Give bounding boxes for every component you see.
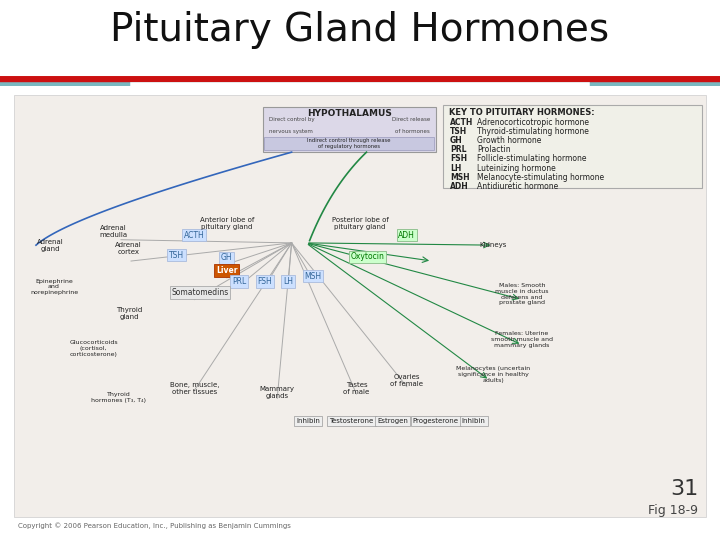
Text: Inhibin: Inhibin: [462, 418, 486, 424]
Text: PRL: PRL: [450, 145, 467, 154]
Text: KEY TO PITUITARY HORMONES:: KEY TO PITUITARY HORMONES:: [449, 108, 594, 117]
Text: Thyroid
gland: Thyroid gland: [117, 307, 143, 320]
Text: Inhibin: Inhibin: [296, 418, 320, 424]
FancyBboxPatch shape: [263, 107, 436, 152]
Text: nervous system: nervous system: [269, 129, 312, 133]
Text: Melanocyte-stimulating hormone: Melanocyte-stimulating hormone: [477, 173, 605, 181]
Text: Epinephrine
and
norepinephrine: Epinephrine and norepinephrine: [30, 279, 78, 295]
Text: Ovaries
of female: Ovaries of female: [390, 374, 423, 387]
Text: Follicle-stimulating hormone: Follicle-stimulating hormone: [477, 154, 587, 164]
Text: Copyright © 2006 Pearson Education, Inc., Publishing as Benjamin Cummings: Copyright © 2006 Pearson Education, Inc.…: [18, 522, 291, 529]
Text: MSH: MSH: [450, 173, 469, 181]
Text: FSH: FSH: [450, 154, 467, 164]
Text: TSH: TSH: [168, 251, 184, 260]
Text: Melanocytes (uncertain
significance in healthy
adults): Melanocytes (uncertain significance in h…: [456, 366, 530, 383]
Text: Adrenocorticotropic hormone: Adrenocorticotropic hormone: [477, 118, 590, 127]
Text: Luteinizing hormone: Luteinizing hormone: [477, 164, 556, 172]
Text: ADH: ADH: [398, 231, 415, 240]
Text: Females: Uterine
smooth muscle and
mammary glands: Females: Uterine smooth muscle and mamma…: [491, 331, 553, 348]
FancyBboxPatch shape: [443, 105, 702, 188]
Text: LH: LH: [283, 277, 293, 286]
Text: Pituitary Gland Hormones: Pituitary Gland Hormones: [110, 11, 610, 49]
Text: HYPOTHALAMUS: HYPOTHALAMUS: [307, 109, 392, 118]
Text: Glucocorticoids
(cortisol,
corticosterone): Glucocorticoids (cortisol, corticosteron…: [69, 340, 118, 357]
Text: Indirect control through release
of regulatory hormones: Indirect control through release of regu…: [307, 138, 391, 149]
FancyBboxPatch shape: [264, 137, 434, 150]
Text: FSH: FSH: [258, 277, 272, 286]
Text: Direct control by: Direct control by: [269, 117, 314, 122]
Text: Anterior lobe of
pituitary gland: Anterior lobe of pituitary gland: [199, 217, 254, 230]
Text: Thyroid-stimulating hormone: Thyroid-stimulating hormone: [477, 127, 589, 136]
Text: Progesterone: Progesterone: [413, 418, 459, 424]
Text: Males: Smooth
muscle in ductus
deferens and
prostate gland: Males: Smooth muscle in ductus deferens …: [495, 283, 549, 305]
Text: Somatomedins: Somatomedins: [171, 288, 229, 297]
Text: of hormones: of hormones: [395, 129, 430, 133]
Text: PRL: PRL: [232, 277, 246, 286]
Text: Adrenal
cortex: Adrenal cortex: [114, 242, 142, 255]
Text: GH: GH: [221, 253, 233, 262]
Text: Prolactin: Prolactin: [477, 145, 511, 154]
Text: Antidiuretic hormone: Antidiuretic hormone: [477, 181, 559, 191]
Text: GH: GH: [450, 136, 463, 145]
Text: ACTH: ACTH: [184, 231, 204, 240]
Text: Direct release: Direct release: [392, 117, 430, 122]
Text: Growth hormone: Growth hormone: [477, 136, 541, 145]
Text: Posterior lobe of
pituitary gland: Posterior lobe of pituitary gland: [332, 217, 388, 230]
Text: Oxytocin: Oxytocin: [350, 253, 384, 261]
Text: LH: LH: [450, 164, 462, 172]
Text: Mammary
glands: Mammary glands: [260, 386, 294, 399]
Text: Adrenal
medulla: Adrenal medulla: [99, 225, 128, 238]
Text: Estrogen: Estrogen: [377, 418, 408, 424]
Text: Adrenal
gland: Adrenal gland: [37, 239, 64, 252]
Text: MSH: MSH: [305, 272, 322, 280]
Text: Bone, muscle,
other tissues: Bone, muscle, other tissues: [170, 382, 219, 395]
Text: Tastes
of male: Tastes of male: [343, 382, 369, 395]
Text: ADH: ADH: [450, 181, 469, 191]
Text: Thyroid
hormones (T₃, T₄): Thyroid hormones (T₃, T₄): [91, 392, 146, 402]
Text: 31: 31: [670, 479, 698, 499]
Text: Kidneys: Kidneys: [480, 242, 507, 248]
Text: Fig 18-9: Fig 18-9: [649, 504, 698, 517]
Text: TSH: TSH: [450, 127, 467, 136]
Text: ACTH: ACTH: [450, 118, 473, 127]
Text: Testosterone: Testosterone: [329, 418, 374, 424]
Text: Liver: Liver: [216, 266, 238, 275]
